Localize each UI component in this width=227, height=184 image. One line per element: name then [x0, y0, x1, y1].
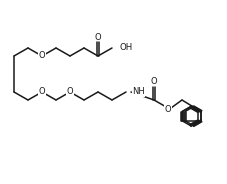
Text: O: O — [165, 105, 171, 114]
Text: O: O — [95, 33, 101, 42]
Text: OH: OH — [119, 43, 132, 52]
Text: O: O — [39, 52, 45, 61]
Text: O: O — [67, 88, 73, 96]
Text: O: O — [39, 88, 45, 96]
Text: O: O — [151, 77, 157, 86]
Text: NH: NH — [132, 88, 145, 96]
